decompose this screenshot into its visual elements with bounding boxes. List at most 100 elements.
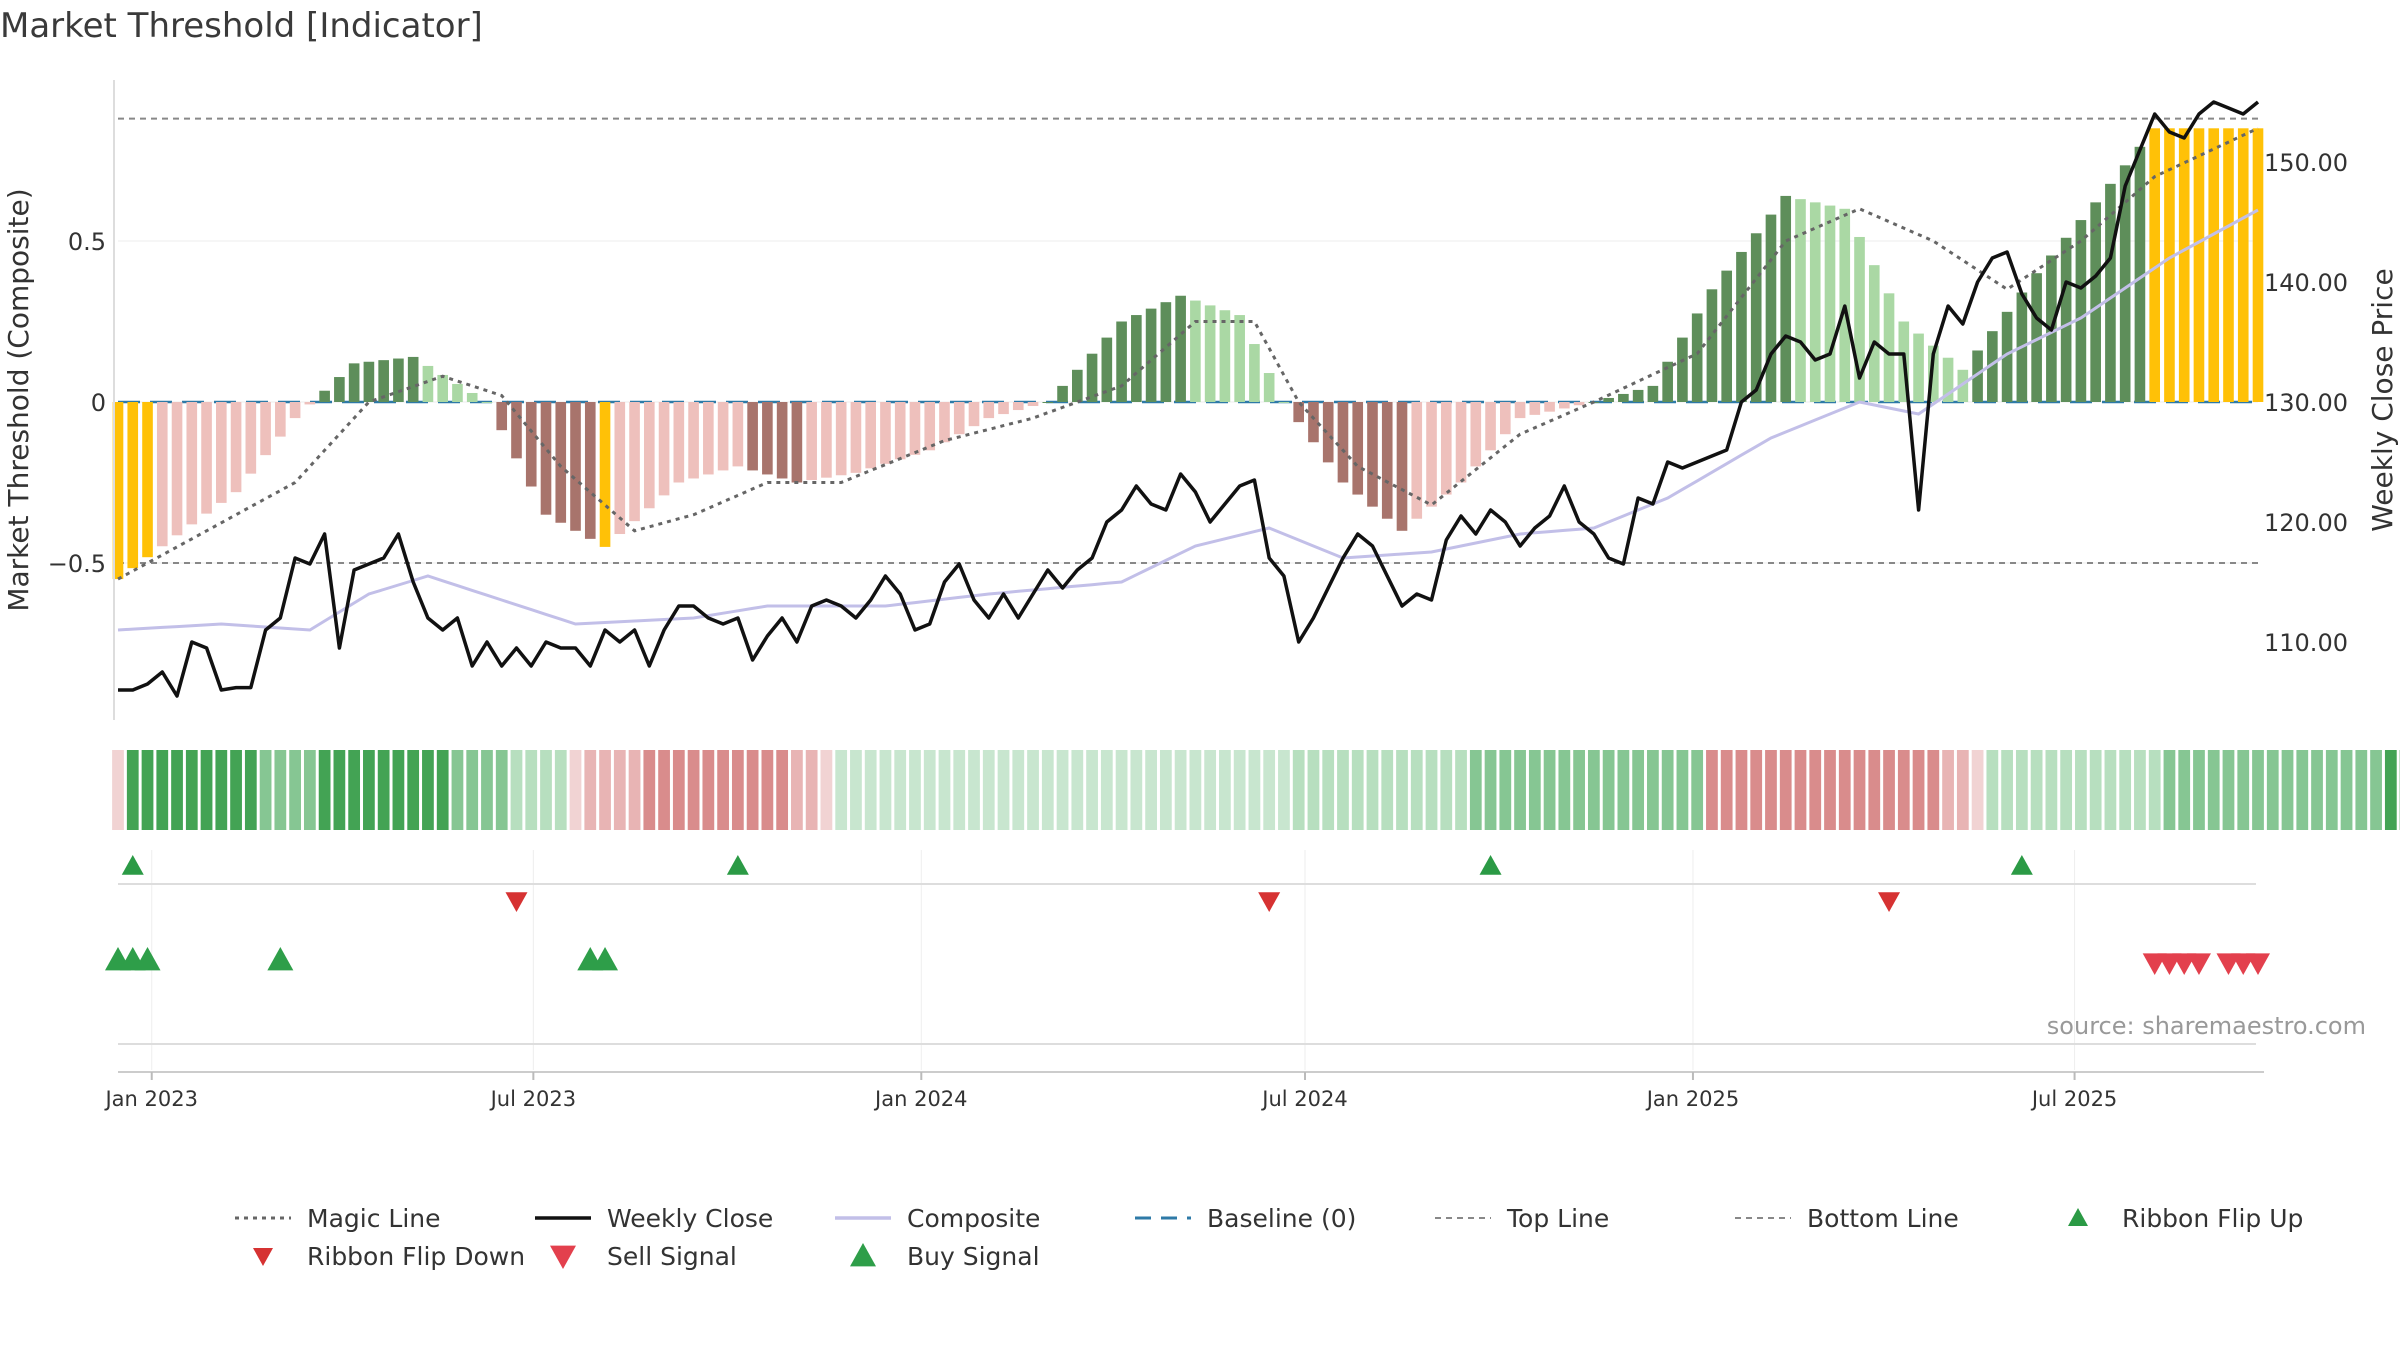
- axes: 0.5 0 −0.5 150.00 140.00 130.00 120.00 110.00 Ja…: [2, 80, 2399, 1111]
- ribbon-cell: [1469, 750, 1482, 830]
- ribbon-cell: [1381, 750, 1394, 830]
- ribbon-cell: [879, 750, 892, 830]
- ribbon-cell: [2355, 750, 2368, 830]
- ribbon-cell: [1071, 750, 1084, 830]
- ribbon-cell: [1617, 750, 1630, 830]
- legend-label: Top Line: [1506, 1204, 1609, 1233]
- legend-sell-swatch: [550, 1245, 576, 1269]
- ribbon-cell: [274, 750, 287, 830]
- composite-bar: [1426, 402, 1437, 507]
- composite-bar: [1190, 300, 1201, 402]
- composite-bar: [2031, 273, 2042, 402]
- composite-bar: [1544, 402, 1555, 412]
- ribbon-cell: [363, 750, 375, 830]
- y2-tick-label: 150.00: [2264, 149, 2348, 177]
- ribbon-cell: [215, 750, 228, 830]
- ribbon-cell: [303, 750, 316, 830]
- ribbon-cell: [2075, 750, 2087, 830]
- ribbon-cell: [1927, 750, 1940, 830]
- composite-bar: [2164, 128, 2175, 403]
- composite-bar: [1691, 313, 1703, 402]
- composite-bar: [806, 402, 817, 481]
- ribbon-cell: [510, 750, 523, 830]
- composite-bar: [127, 402, 139, 569]
- ribbon-cell: [259, 750, 272, 830]
- ribbon-cell: [2104, 750, 2117, 830]
- composite-bar: [1706, 289, 1718, 402]
- ribbon-cell: [1219, 750, 1231, 830]
- ribbon-cell: [1351, 750, 1364, 830]
- ribbon-cell: [1706, 750, 1718, 830]
- composite-bar: [378, 360, 389, 402]
- composite-bar: [1957, 369, 1969, 402]
- composite-bar: [1485, 402, 1496, 451]
- ribbon-cell: [1543, 750, 1556, 830]
- composite-bar: [776, 402, 788, 479]
- ribbon-cell: [2015, 750, 2028, 830]
- ribbon-cell: [1440, 750, 1453, 830]
- composite-bar: [275, 402, 286, 437]
- ribbon-cell: [156, 750, 169, 830]
- ribbon-cell: [1809, 750, 1822, 830]
- ribbon-cell: [1897, 750, 1910, 830]
- ribbon-cell: [2001, 750, 2013, 830]
- composite-bar: [496, 402, 508, 431]
- composite-bar: [1883, 293, 1895, 402]
- ribbon-cell: [997, 750, 1010, 830]
- ribbon-cell: [495, 750, 508, 830]
- ribbon-cell: [2340, 750, 2353, 830]
- x-tick-label: Jan 2023: [103, 1087, 198, 1111]
- ribbon-cell: [761, 750, 774, 830]
- legend-label: Sell Signal: [607, 1242, 737, 1271]
- composite-bar: [1455, 402, 1467, 483]
- ribbon-cell: [407, 750, 420, 830]
- ribbon-cell: [2281, 750, 2294, 830]
- ribbon-cell: [1528, 750, 1541, 830]
- composite-bar: [1677, 337, 1688, 402]
- composite-bar: [1632, 389, 1644, 402]
- ribbon-cell: [1159, 750, 1172, 830]
- composite-bar: [1131, 315, 1142, 402]
- x-tick-label: Jan 2024: [873, 1087, 968, 1111]
- composite-bar: [407, 356, 419, 402]
- composite-bar: [1381, 402, 1393, 519]
- ribbon-cell: [1056, 750, 1069, 830]
- composite-bar: [1854, 236, 1865, 402]
- composite-bar: [643, 402, 655, 509]
- ribbon-cell: [1514, 750, 1526, 830]
- composite-bar: [688, 402, 699, 479]
- ribbon-cell: [1174, 750, 1187, 830]
- composite-bar: [1913, 333, 1924, 402]
- legend-label: Buy Signal: [907, 1242, 1040, 1271]
- ribbon-cell: [628, 750, 641, 830]
- ribbon-cell: [540, 750, 552, 830]
- composite-bar: [1367, 402, 1378, 507]
- composite-line: [117, 208, 2259, 632]
- ribbon-cell: [1661, 750, 1674, 830]
- ribbon-cell: [141, 750, 154, 830]
- ribbon-cell: [2311, 750, 2323, 830]
- composite-bar: [998, 402, 1009, 415]
- composite-bar: [880, 402, 891, 464]
- composite-bar: [1160, 302, 1172, 402]
- ribbon-cell: [1824, 750, 1836, 830]
- composite-bar: [865, 402, 877, 469]
- ribbon-cell: [1100, 750, 1113, 830]
- composite-bar: [1824, 205, 1836, 402]
- ribbon-cell: [200, 750, 213, 830]
- ribbon-cell: [1794, 750, 1807, 830]
- composite-bar: [363, 361, 375, 402]
- legend-label: Baseline (0): [1207, 1204, 1356, 1233]
- ribbon-flip-up-marker: [1479, 855, 1502, 875]
- ribbon-cell: [481, 750, 493, 830]
- composite-bar: [747, 402, 758, 471]
- composite-bar: [525, 402, 537, 487]
- composite-bar: [1042, 402, 1054, 403]
- ribbon-cell: [1838, 750, 1851, 830]
- ribbon-cell: [1632, 750, 1645, 830]
- ribbon-cell: [289, 750, 301, 830]
- ribbon-cell: [776, 750, 789, 830]
- ribbon-cell: [968, 750, 980, 830]
- composite-bar: [1012, 402, 1024, 411]
